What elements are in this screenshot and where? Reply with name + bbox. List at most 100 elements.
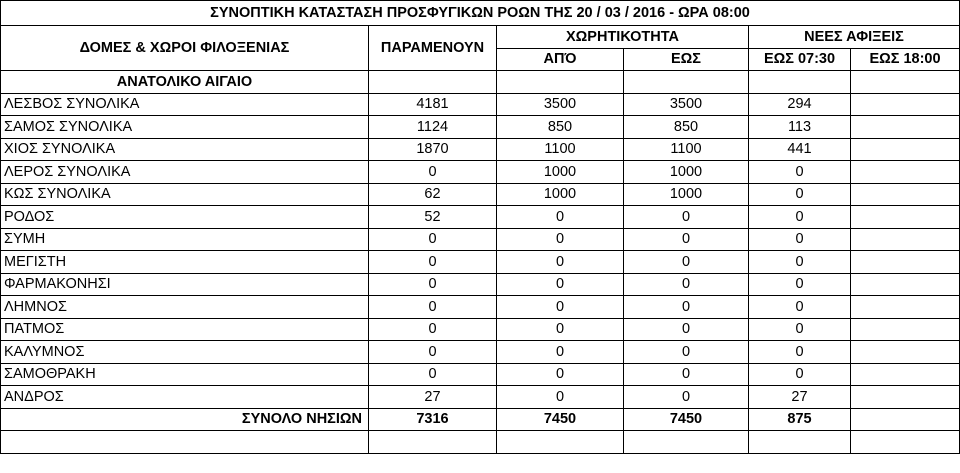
- cell-remaining: 1870: [368, 137, 497, 161]
- refugee-flows-table: ΣΥΝΟΠΤΙΚΗ ΚΑΤΑΣΤΑΣΗ ΠΡΟΣΦΥΓΙΚΩΝ ΡΟΩΝ ΤΗΣ…: [0, 0, 960, 454]
- cell-until-1800: [850, 362, 960, 386]
- cell-until-1800: [850, 92, 960, 116]
- cell-until-0730: 113: [748, 115, 851, 139]
- table-row: ΧΙΟΣ ΣΥΝΟΛΙΚΑ 1870 1100 1100 441: [0, 137, 960, 161]
- table-row: ΚΩΣ ΣΥΝΟΛΙΚΑ 62 1000 1000 0: [0, 182, 960, 206]
- total-to: 7450: [623, 407, 749, 431]
- table-row: ΦΑΡΜΑΚΟΝΗΣΙ 0 0 0 0: [0, 272, 960, 296]
- header-until-1800: ΕΩΣ 18:00: [850, 47, 960, 71]
- cell-until-0730: 0: [748, 227, 851, 251]
- cell-to: 0: [623, 205, 749, 229]
- row-name: ΡΟΔΟΣ: [0, 205, 369, 229]
- cell-remaining: 62: [368, 182, 497, 206]
- total-row: ΣΥΝΟΛΟ ΝΗΣΙΩΝ 7316 7450 7450 875: [0, 407, 960, 431]
- row-name: ΑΝΔΡΟΣ: [0, 385, 369, 409]
- total-from: 7450: [496, 407, 624, 431]
- table-row: ΣΑΜΟΣ ΣΥΝΟΛΙΚΑ 1124 850 850 113: [0, 115, 960, 139]
- table-row: ΛΗΜΝΟΣ 0 0 0 0: [0, 295, 960, 319]
- cell-to: 0: [623, 227, 749, 251]
- header-to: ΕΩΣ: [623, 47, 749, 71]
- cell-until-1800: [850, 340, 960, 364]
- cell-from: 0: [496, 362, 624, 386]
- cell-until-0730: 0: [748, 340, 851, 364]
- cell-remaining: 0: [368, 362, 497, 386]
- table-row: ΣΑΜΟΘΡΑΚΗ 0 0 0 0: [0, 362, 960, 386]
- cell-until-1800: [850, 160, 960, 184]
- cell-from: 1000: [496, 182, 624, 206]
- cell-remaining: 0: [368, 160, 497, 184]
- cell-from: 0: [496, 227, 624, 251]
- row-name: ΛΗΜΝΟΣ: [0, 295, 369, 319]
- cell-to: 0: [623, 317, 749, 341]
- cell-until-0730: 27: [748, 385, 851, 409]
- cell-remaining: 27: [368, 385, 497, 409]
- row-name: ΣΑΜΟΣ ΣΥΝΟΛΙΚΑ: [0, 115, 369, 139]
- cell-to: 1000: [623, 160, 749, 184]
- cell-remaining: 1124: [368, 115, 497, 139]
- cell-to: 0: [623, 272, 749, 296]
- cell-until-0730: 0: [748, 295, 851, 319]
- cell-remaining: 0: [368, 227, 497, 251]
- cell-until-0730: 0: [748, 272, 851, 296]
- total-label: ΣΥΝΟΛΟ ΝΗΣΙΩΝ: [0, 407, 369, 431]
- cell-to: 0: [623, 385, 749, 409]
- cell-from: 1000: [496, 160, 624, 184]
- cell-until-0730: 441: [748, 137, 851, 161]
- header-structures: ΔΟΜΕΣ & ΧΩΡΟΙ ΦΙΛΟΞΕΝΙΑΣ: [0, 25, 369, 71]
- cell-until-1800: [850, 182, 960, 206]
- row-name: ΠΑΤΜΟΣ: [0, 317, 369, 341]
- table-row: ΚΑΛΥΜΝΟΣ 0 0 0 0: [0, 340, 960, 364]
- row-name: ΛΕΡΟΣ ΣΥΝΟΛΙΚΑ: [0, 160, 369, 184]
- cell-until-0730: 0: [748, 362, 851, 386]
- cell-to: 1100: [623, 137, 749, 161]
- cell-to: 0: [623, 295, 749, 319]
- cell-to: 0: [623, 362, 749, 386]
- cell-remaining: 0: [368, 295, 497, 319]
- table-row: ΡΟΔΟΣ 52 0 0 0: [0, 205, 960, 229]
- row-name: ΛΕΣΒΟΣ ΣΥΝΟΛΙΚΑ: [0, 92, 369, 116]
- row-name: ΜΕΓΙΣΤΗ: [0, 250, 369, 274]
- table-row: ΑΝΔΡΟΣ 27 0 0 27: [0, 385, 960, 409]
- cell-until-0730: 0: [748, 160, 851, 184]
- header-capacity: ΧΩΡΗΤΙΚΟΤΗΤΑ: [496, 25, 749, 49]
- cell-until-0730: 294: [748, 92, 851, 116]
- cell-from: 0: [496, 205, 624, 229]
- section-label: ΑΝΑΤΟΛΙΚΟ ΑΙΓΑΙΟ: [0, 70, 369, 94]
- cell-remaining: 52: [368, 205, 497, 229]
- cell-until-1800: [850, 317, 960, 341]
- cell-until-0730: 0: [748, 250, 851, 274]
- row-name: ΦΑΡΜΑΚΟΝΗΣΙ: [0, 272, 369, 296]
- cell-until-1800: [850, 227, 960, 251]
- table-row: ΣΥΜΗ 0 0 0 0: [0, 227, 960, 251]
- header-remaining: ΠΑΡΑΜΕΝΟΥΝ: [368, 25, 497, 71]
- cell-until-1800: [850, 385, 960, 409]
- header-from: ΑΠΌ: [496, 47, 624, 71]
- cell-until-1800: [850, 137, 960, 161]
- table-row: ΜΕΓΙΣΤΗ 0 0 0 0: [0, 250, 960, 274]
- table-row: ΛΕΡΟΣ ΣΥΝΟΛΙΚΑ 0 1000 1000 0: [0, 160, 960, 184]
- cell-from: 0: [496, 385, 624, 409]
- cell-remaining: 0: [368, 317, 497, 341]
- cell-from: 0: [496, 250, 624, 274]
- cell-from: 0: [496, 340, 624, 364]
- cell-remaining: 0: [368, 250, 497, 274]
- cell-until-1800: [850, 205, 960, 229]
- cell-until-1800: [850, 295, 960, 319]
- row-name: ΚΩΣ ΣΥΝΟΛΙΚΑ: [0, 182, 369, 206]
- cell-remaining: 0: [368, 272, 497, 296]
- cell-until-0730: 0: [748, 205, 851, 229]
- header-until-0730: ΕΩΣ 07:30: [748, 47, 851, 71]
- cell-to: 0: [623, 340, 749, 364]
- cell-remaining: 4181: [368, 92, 497, 116]
- cell-from: 850: [496, 115, 624, 139]
- cell-from: 0: [496, 272, 624, 296]
- row-name: ΧΙΟΣ ΣΥΝΟΛΙΚΑ: [0, 137, 369, 161]
- cell-from: 1100: [496, 137, 624, 161]
- table-row: ΛΕΣΒΟΣ ΣΥΝΟΛΙΚΑ 4181 3500 3500 294: [0, 92, 960, 116]
- cell-to: 3500: [623, 92, 749, 116]
- cell-from: 3500: [496, 92, 624, 116]
- blank-row: [0, 430, 960, 454]
- cell-to: 1000: [623, 182, 749, 206]
- row-name: ΣΑΜΟΘΡΑΚΗ: [0, 362, 369, 386]
- cell-until-0730: 0: [748, 182, 851, 206]
